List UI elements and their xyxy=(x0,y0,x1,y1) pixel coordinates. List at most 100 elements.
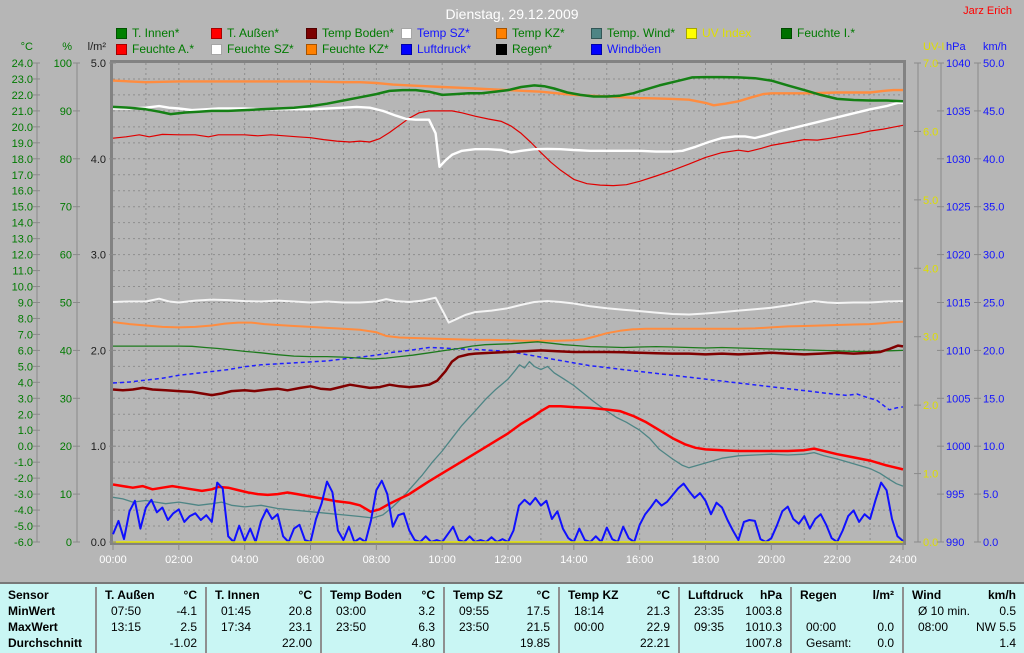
x-axis-label: 12:00 xyxy=(494,554,522,566)
axis-tick-label: 2.0 xyxy=(923,400,938,412)
axis-title: hPa xyxy=(946,41,966,53)
table-sensor-column: Temp KZ °C 18:14 21.3 00:00 22.9 22.21 xyxy=(558,587,678,653)
table-cell: 17.5 xyxy=(526,604,550,618)
axis-tick-label: 1010 xyxy=(946,345,970,357)
axis-tick-label: 6.0 xyxy=(18,345,33,357)
x-axis-label: 06:00 xyxy=(297,554,325,566)
table-row: T. Außen °C xyxy=(97,587,205,603)
table-cell: 22.9 xyxy=(646,620,670,634)
legend-item: Temp Boden* xyxy=(306,26,401,40)
table-row: 23:50 6.3 xyxy=(322,619,443,635)
axis-tick-label: -2.0 xyxy=(14,473,33,485)
table-cell: 1003.8 xyxy=(745,604,782,618)
table-cell: 08:00 xyxy=(918,620,949,634)
axis-tick-label: 2.0 xyxy=(18,409,33,421)
table-cell: l/m² xyxy=(872,588,894,602)
axis-tick-label: 30.0 xyxy=(983,250,1004,262)
table-row: -1.02 xyxy=(97,635,205,651)
axis-tick-label: 20 xyxy=(60,441,72,453)
table-cell: 07:50 xyxy=(111,604,142,618)
axis-tick-label: 0.0 xyxy=(923,537,938,549)
axis-tick-label: 45.0 xyxy=(983,106,1004,118)
axis-tick-label: 5.0 xyxy=(18,361,33,373)
table-cell: 17:34 xyxy=(221,620,252,634)
table-row: 4.80 xyxy=(322,635,443,651)
temp-sz-line xyxy=(113,101,903,169)
legend-swatch-icon xyxy=(496,43,507,55)
axis-tick-label: 24.0 xyxy=(12,58,33,70)
legend-item: T. Außen* xyxy=(211,26,306,40)
table-row: 19.85 xyxy=(445,635,558,651)
table-cell: 00:00 xyxy=(806,620,837,634)
table-sensor-column: Temp Boden °C 03:00 3.2 23:50 6.3 4.80 xyxy=(320,587,443,653)
x-axis-label: 04:00 xyxy=(231,554,259,566)
table-cell: MaxWert xyxy=(8,620,58,634)
axis-tick-label: 40.0 xyxy=(983,154,1004,166)
axis-tick-label: 4.0 xyxy=(923,263,938,275)
axis-tick-label: 3.0 xyxy=(923,332,938,344)
axis-tick-label: 40 xyxy=(60,345,72,357)
legend-label: Temp Boden* xyxy=(322,26,395,40)
axis-tick-label: 9.0 xyxy=(18,298,33,310)
axis-tick-label: 0 xyxy=(66,537,72,549)
x-axis-label: 02:00 xyxy=(165,554,193,566)
axis-tick-label: 7.0 xyxy=(923,58,938,70)
table-cell: 2.5 xyxy=(180,620,197,634)
table-cell: 4.80 xyxy=(411,636,435,650)
legend-item: Feuchte I.* xyxy=(781,26,876,40)
table-row: 09:35 1010.3 xyxy=(680,619,790,635)
legend-label: Feuchte SZ* xyxy=(227,42,294,56)
table-cell: T. Außen xyxy=(105,588,155,602)
axis-tick-label: 5.0 xyxy=(91,58,106,70)
axis-tick-label: 6.0 xyxy=(923,126,938,138)
axis-title: km/h xyxy=(983,41,1007,53)
legend-label: Feuchte I.* xyxy=(797,26,856,40)
table-row: Wind km/h xyxy=(904,587,1024,603)
table-cell: 09:35 xyxy=(694,620,725,634)
legend-label: T. Innen* xyxy=(132,26,180,40)
table-row: 13:15 2.5 xyxy=(97,619,205,635)
table-row: Temp KZ °C xyxy=(560,587,678,603)
axis-tick-label: 1005 xyxy=(946,393,970,405)
table-cell: 23:35 xyxy=(694,604,725,618)
axis-tick-label: 50.0 xyxy=(983,58,1004,70)
axis-tick-label: 1025 xyxy=(946,202,970,214)
table-cell: 22.00 xyxy=(281,636,312,650)
axis-title: UV-I xyxy=(923,41,944,53)
table-row: 03:00 3.2 xyxy=(322,603,443,619)
x-axis-label: 08:00 xyxy=(363,554,391,566)
axis-tick-label: 10 xyxy=(60,489,72,501)
feuchte-aussen-line xyxy=(112,110,904,187)
axis-tick-label: 15.0 xyxy=(983,393,1004,405)
table-cell: 00:00 xyxy=(574,620,605,634)
table-row: 23:50 21.5 xyxy=(445,619,558,635)
table-cell: °C xyxy=(183,588,197,602)
axis-tick-label: 10.0 xyxy=(983,441,1004,453)
table-row xyxy=(792,603,902,619)
axis-tick-label: 90 xyxy=(60,106,72,118)
legend-swatch-icon xyxy=(306,43,317,55)
axis-tick-label: 12.0 xyxy=(12,250,33,262)
legend-label: Temp SZ* xyxy=(417,26,470,40)
legend-swatch-icon xyxy=(591,43,602,55)
table-cell: 09:55 xyxy=(459,604,490,618)
axis-tick-label: 19.0 xyxy=(12,138,33,150)
table-cell: NW 5.5 xyxy=(975,620,1016,634)
table-cell: 1010.3 xyxy=(745,620,782,634)
stats-table: Sensor MinWert MaxWert Durchschnitt T. Außen… xyxy=(0,582,1024,653)
table-row: 01:45 20.8 xyxy=(207,603,320,619)
legend-item: Windböen xyxy=(591,42,686,56)
legend-item: T. Innen* xyxy=(116,26,211,40)
axis-tick-label: 70 xyxy=(60,202,72,214)
table-row: 07:50 -4.1 xyxy=(97,603,205,619)
table-row: Temp SZ °C xyxy=(445,587,558,603)
legend-item: Temp SZ* xyxy=(401,26,496,40)
axis-tick-label: -1.0 xyxy=(14,457,33,469)
table-cell: 23:50 xyxy=(459,620,490,634)
legend-label: UV Index xyxy=(702,26,752,40)
axis-tick-label: 2.0 xyxy=(91,345,106,357)
table-cell: 22.21 xyxy=(639,636,670,650)
table-cell: Gesamt: xyxy=(806,636,852,650)
axis-tick-label: 1000 xyxy=(946,441,970,453)
axis-tick-label: 20.0 xyxy=(983,345,1004,357)
